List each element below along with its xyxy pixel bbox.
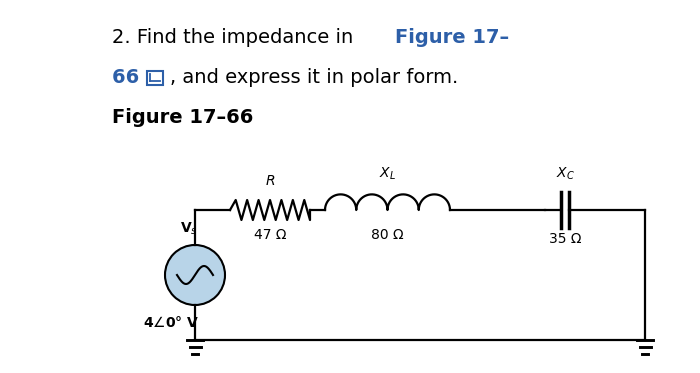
Text: $R$: $R$	[265, 174, 275, 188]
Text: $X_C$: $X_C$	[556, 166, 575, 182]
Text: Figure 17–: Figure 17–	[395, 28, 509, 47]
Text: $X_L$: $X_L$	[379, 166, 396, 182]
Bar	[147, 71, 163, 85]
Circle shape	[165, 245, 225, 305]
Text: 35 Ω: 35 Ω	[549, 232, 581, 246]
Text: 2. Find the impedance in: 2. Find the impedance in	[112, 28, 360, 47]
Text: 80 Ω: 80 Ω	[371, 228, 404, 242]
Text: 4$\angle$0° V: 4$\angle$0° V	[143, 315, 199, 330]
Text: Figure 17–66: Figure 17–66	[112, 108, 253, 127]
Text: 47 Ω: 47 Ω	[253, 228, 286, 242]
Text: $\mathbf{V}_s$: $\mathbf{V}_s$	[180, 220, 198, 237]
Text: 66: 66	[112, 68, 146, 87]
Text: , and express it in polar form.: , and express it in polar form.	[170, 68, 458, 87]
